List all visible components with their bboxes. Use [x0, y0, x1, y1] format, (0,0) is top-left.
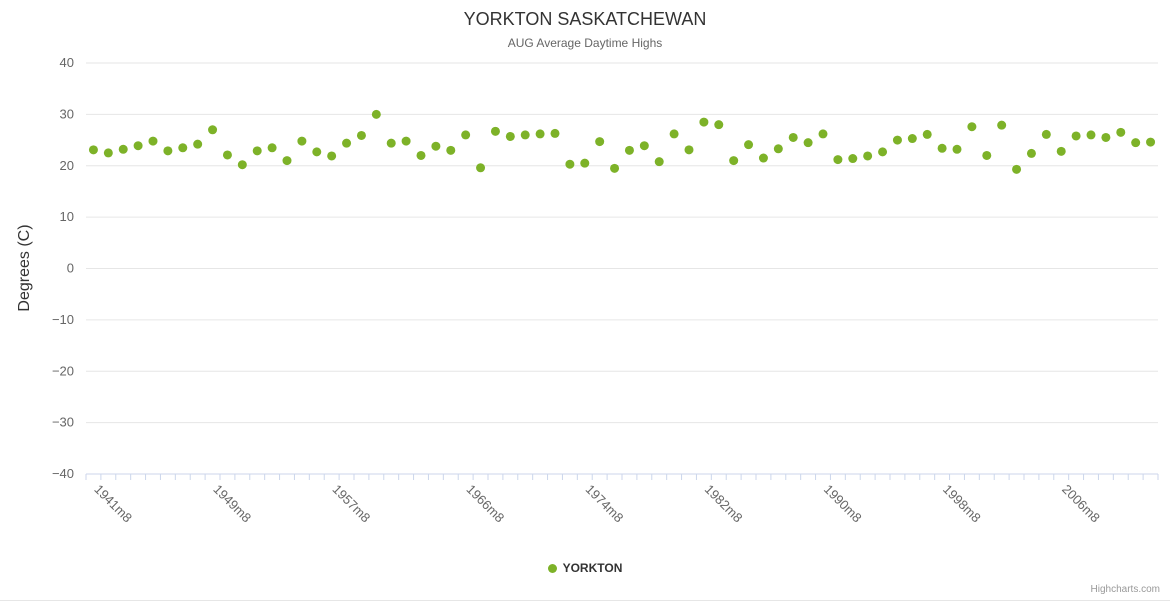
data-point[interactable] — [297, 136, 307, 146]
data-point[interactable] — [103, 148, 113, 158]
data-point[interactable] — [714, 120, 724, 130]
legend-series-label: YORKTON — [562, 561, 623, 575]
x-axis-label: 1949m8 — [210, 482, 254, 526]
data-point[interactable] — [699, 117, 709, 127]
legend-marker-icon — [547, 563, 557, 573]
data-point[interactable] — [758, 153, 768, 163]
y-axis-label: 20 — [60, 158, 74, 173]
data-point[interactable] — [208, 125, 218, 135]
y-axis-label: 40 — [60, 55, 74, 70]
data-point[interactable] — [222, 150, 232, 160]
data-point[interactable] — [863, 151, 873, 161]
data-point[interactable] — [148, 136, 158, 146]
data-point[interactable] — [773, 144, 783, 154]
y-axis-label: −30 — [52, 415, 74, 430]
data-point[interactable] — [178, 143, 188, 153]
data-point[interactable] — [892, 135, 902, 145]
x-axis-label: 2006m8 — [1059, 482, 1103, 526]
data-point[interactable] — [1086, 130, 1096, 140]
x-axis-label: 1974m8 — [583, 482, 627, 526]
data-point[interactable] — [1071, 131, 1081, 141]
data-point[interactable] — [1026, 148, 1036, 158]
data-point[interactable] — [356, 130, 366, 140]
y-axis-label: −10 — [52, 312, 74, 327]
data-point[interactable] — [535, 129, 545, 139]
credits-link[interactable]: Highcharts.com — [1090, 584, 1160, 595]
chart-title: YORKTON SASKATCHEWAN — [463, 9, 707, 29]
y-axis-label: 30 — [60, 106, 74, 121]
data-point[interactable] — [386, 138, 396, 148]
x-axis-label: 1957m8 — [330, 482, 374, 526]
data-point[interactable] — [1012, 164, 1022, 174]
data-point[interactable] — [744, 140, 754, 150]
chart-subtitle: AUG Average Daytime Highs — [507, 36, 663, 50]
data-point[interactable] — [595, 137, 605, 147]
data-point[interactable] — [833, 155, 843, 165]
data-point[interactable] — [312, 147, 322, 157]
data-point[interactable] — [580, 158, 590, 168]
data-point[interactable] — [401, 136, 411, 146]
data-point[interactable] — [1101, 132, 1111, 142]
data-point[interactable] — [952, 144, 962, 154]
data-point[interactable] — [803, 138, 813, 148]
data-point[interactable] — [610, 163, 620, 173]
x-axis-label: 1998m8 — [940, 482, 984, 526]
data-point[interactable] — [1116, 127, 1126, 137]
data-point[interactable] — [878, 147, 888, 157]
data-point[interactable] — [1131, 138, 1141, 148]
data-point[interactable] — [982, 150, 992, 160]
data-point[interactable] — [520, 130, 530, 140]
x-axis-label: 1990m8 — [821, 482, 865, 526]
y-axis-label: −20 — [52, 363, 74, 378]
data-point[interactable] — [669, 129, 679, 139]
data-point[interactable] — [550, 128, 560, 138]
data-point[interactable] — [371, 109, 381, 119]
data-point[interactable] — [729, 156, 739, 166]
data-point[interactable] — [461, 130, 471, 140]
data-point[interactable] — [848, 154, 858, 164]
data-point[interactable] — [446, 145, 456, 155]
data-point[interactable] — [342, 138, 352, 148]
data-point[interactable] — [267, 143, 277, 153]
data-point[interactable] — [431, 141, 441, 151]
data-point[interactable] — [237, 160, 247, 170]
legend-item-yorkton[interactable]: YORKTON — [0, 561, 1170, 575]
data-point[interactable] — [118, 144, 128, 154]
data-point[interactable] — [193, 139, 203, 149]
data-point[interactable] — [684, 145, 694, 155]
data-point[interactable] — [1041, 129, 1051, 139]
data-point[interactable] — [654, 157, 664, 167]
data-point[interactable] — [922, 129, 932, 139]
data-point[interactable] — [818, 129, 828, 139]
data-point[interactable] — [997, 120, 1007, 130]
data-point[interactable] — [937, 143, 947, 153]
data-point[interactable] — [327, 151, 337, 161]
data-point[interactable] — [88, 145, 98, 155]
data-point[interactable] — [639, 141, 649, 151]
data-point[interactable] — [505, 131, 515, 141]
data-point[interactable] — [282, 156, 292, 166]
data-point[interactable] — [788, 132, 798, 142]
data-point[interactable] — [163, 146, 173, 156]
y-axis-label: 0 — [67, 261, 74, 276]
data-point[interactable] — [476, 163, 486, 173]
data-point[interactable] — [1056, 146, 1066, 156]
data-point[interactable] — [490, 126, 500, 136]
data-point[interactable] — [133, 141, 143, 151]
data-point[interactable] — [907, 134, 917, 144]
data-point[interactable] — [252, 146, 262, 156]
data-point[interactable] — [565, 159, 575, 169]
data-point[interactable] — [624, 145, 634, 155]
data-point[interactable] — [1146, 137, 1156, 147]
x-axis-label: 1982m8 — [702, 482, 746, 526]
x-axis-label: 1966m8 — [464, 482, 508, 526]
data-point[interactable] — [416, 150, 426, 160]
x-axis-label: 1941m8 — [91, 482, 135, 526]
y-axis-label: −40 — [52, 466, 74, 481]
y-axis-label: 10 — [60, 209, 74, 224]
data-point[interactable] — [967, 122, 977, 132]
